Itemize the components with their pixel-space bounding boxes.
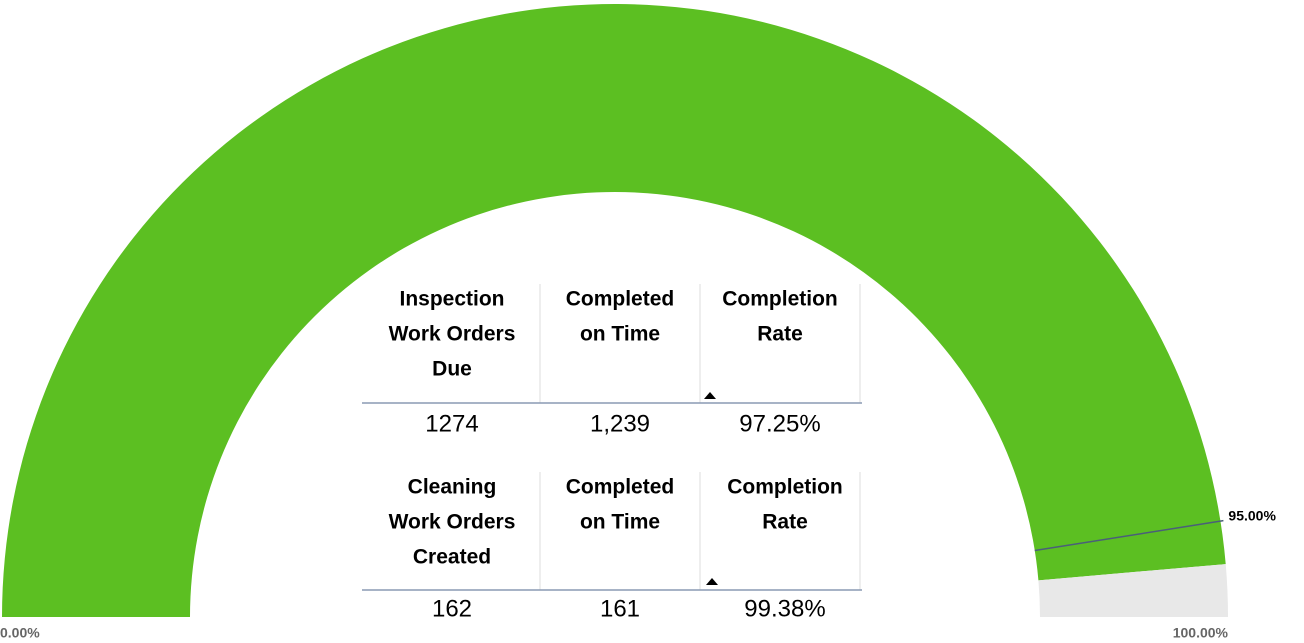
gauge-track	[1038, 564, 1228, 617]
column-header: Completion	[722, 288, 838, 311]
column-header: Completed	[566, 476, 675, 499]
table-cell: 97.25%	[739, 410, 820, 437]
table-cell: 1274	[425, 410, 478, 437]
gauge-value	[2, 3, 1226, 617]
target-label: 95.00%	[1228, 507, 1276, 523]
column-header: Due	[432, 358, 472, 381]
column-header: Work Orders	[389, 511, 516, 534]
column-header: Rate	[757, 323, 803, 346]
max-label: 100.00%	[1173, 625, 1229, 641]
table-cell: 1,239	[590, 410, 650, 437]
column-header: Completion	[727, 476, 843, 499]
sort-icons	[704, 392, 718, 585]
table: Inspection Work Orders Due Completed on Time…	[362, 284, 862, 437]
sort-icon[interactable]	[704, 392, 716, 399]
column-header: Work Orders	[389, 323, 516, 346]
column-header: Rate	[762, 511, 808, 534]
column-header: on Time	[580, 511, 660, 534]
table-cell: 99.38%	[744, 595, 825, 622]
min-label: 0.00%	[0, 625, 40, 641]
table: Cleaning Work Orders Created Completed on Ti…	[362, 472, 862, 622]
table-cell: 162	[432, 595, 472, 622]
table-cell: 161	[600, 595, 640, 622]
column-header: Completed	[566, 288, 675, 311]
column-header: Cleaning	[408, 476, 497, 499]
target-line	[1034, 519, 1224, 552]
column-header: Inspection	[399, 288, 504, 311]
sort-icon[interactable]	[706, 578, 718, 585]
column-header: Created	[413, 546, 491, 569]
column-header: on Time	[580, 323, 660, 346]
